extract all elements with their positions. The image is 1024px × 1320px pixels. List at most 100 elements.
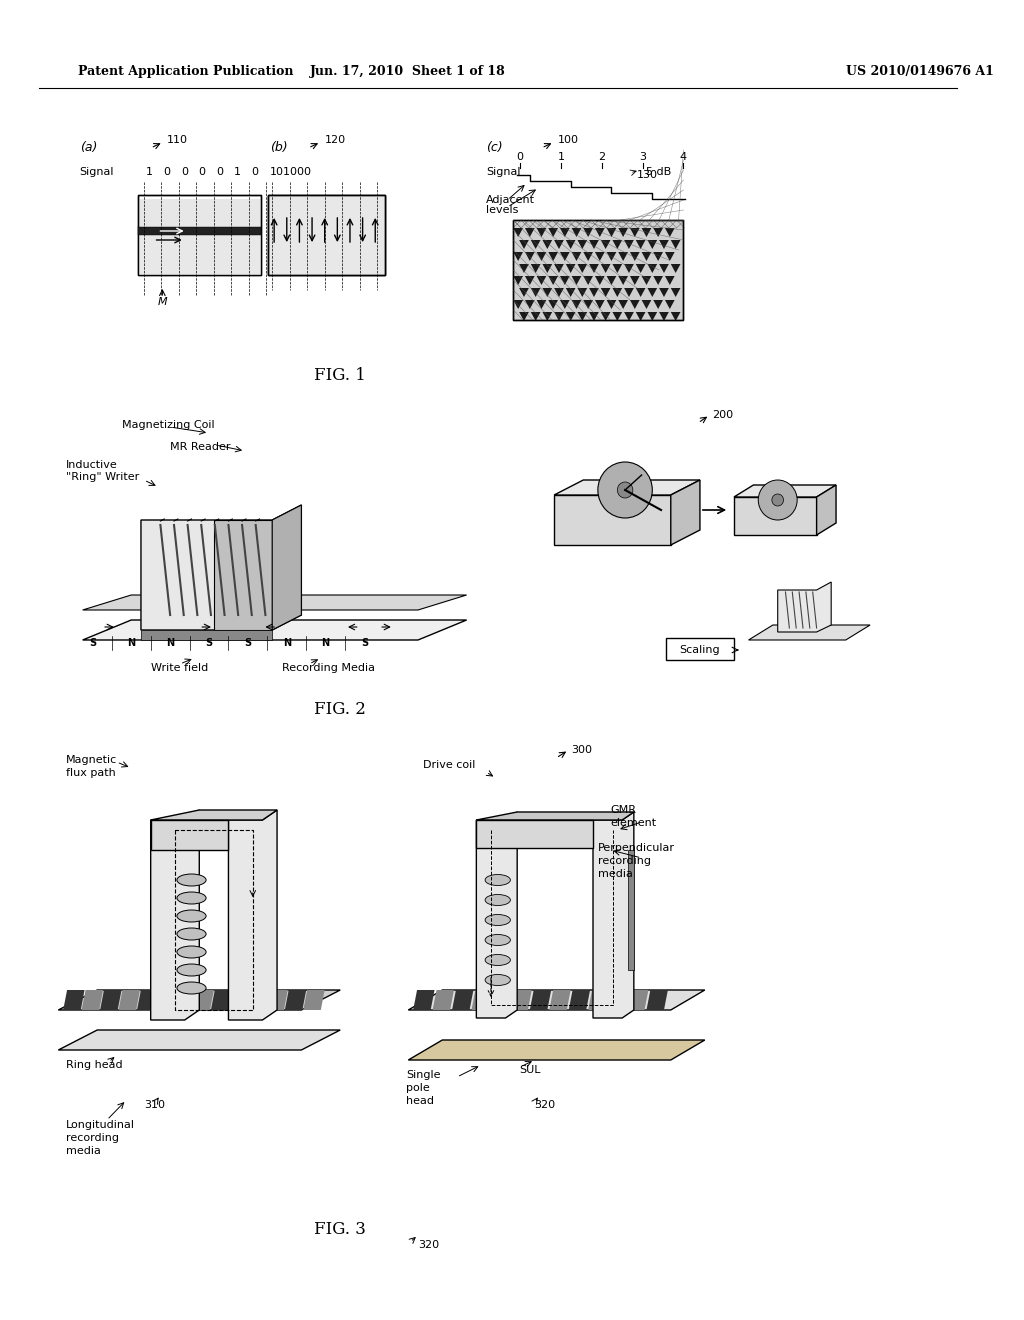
Polygon shape bbox=[151, 810, 200, 1020]
Bar bbox=[268, 195, 385, 275]
Polygon shape bbox=[548, 228, 558, 238]
Polygon shape bbox=[476, 812, 634, 820]
Text: "Ring" Writer: "Ring" Writer bbox=[67, 473, 139, 482]
Polygon shape bbox=[612, 312, 623, 321]
Polygon shape bbox=[589, 288, 599, 297]
Polygon shape bbox=[595, 252, 605, 261]
Polygon shape bbox=[642, 252, 651, 261]
Text: 0: 0 bbox=[251, 168, 258, 177]
Polygon shape bbox=[630, 252, 640, 261]
Polygon shape bbox=[554, 288, 564, 297]
Bar bbox=[513, 220, 683, 319]
Polygon shape bbox=[578, 264, 587, 273]
Polygon shape bbox=[601, 288, 610, 297]
Polygon shape bbox=[671, 312, 681, 321]
Polygon shape bbox=[476, 820, 593, 847]
Polygon shape bbox=[601, 264, 610, 273]
Polygon shape bbox=[513, 276, 523, 285]
Polygon shape bbox=[642, 228, 651, 238]
Polygon shape bbox=[513, 228, 523, 238]
Bar bbox=[513, 220, 683, 319]
Text: 0: 0 bbox=[164, 168, 171, 177]
Polygon shape bbox=[816, 484, 836, 535]
Text: Adjacent: Adjacent bbox=[486, 195, 536, 205]
Polygon shape bbox=[653, 300, 663, 309]
Polygon shape bbox=[636, 312, 645, 321]
Text: pole: pole bbox=[407, 1082, 430, 1093]
Text: N: N bbox=[283, 638, 291, 648]
Polygon shape bbox=[734, 484, 836, 498]
Polygon shape bbox=[303, 990, 325, 1010]
Polygon shape bbox=[452, 990, 473, 1010]
Ellipse shape bbox=[177, 946, 206, 958]
Polygon shape bbox=[636, 288, 645, 297]
Polygon shape bbox=[548, 276, 558, 285]
Text: FIG. 2: FIG. 2 bbox=[314, 701, 367, 718]
Text: head: head bbox=[407, 1096, 434, 1106]
Polygon shape bbox=[100, 990, 122, 1010]
Text: 2: 2 bbox=[598, 152, 605, 162]
Circle shape bbox=[598, 462, 652, 517]
Polygon shape bbox=[141, 506, 301, 630]
Polygon shape bbox=[571, 300, 582, 309]
Text: N: N bbox=[166, 638, 174, 648]
Polygon shape bbox=[530, 312, 541, 321]
Text: S: S bbox=[89, 638, 96, 648]
Text: 0: 0 bbox=[516, 152, 523, 162]
Polygon shape bbox=[525, 300, 535, 309]
Polygon shape bbox=[578, 240, 587, 249]
Polygon shape bbox=[618, 276, 628, 285]
Polygon shape bbox=[612, 240, 623, 249]
Text: 3: 3 bbox=[639, 152, 646, 162]
Bar bbox=[138, 195, 260, 275]
Polygon shape bbox=[566, 240, 575, 249]
Text: 4: 4 bbox=[680, 152, 687, 162]
Text: Ring head: Ring head bbox=[67, 1060, 123, 1071]
Polygon shape bbox=[647, 312, 657, 321]
Text: Drive coil: Drive coil bbox=[423, 760, 475, 770]
Text: 300: 300 bbox=[571, 744, 593, 755]
Polygon shape bbox=[595, 228, 605, 238]
Polygon shape bbox=[432, 990, 454, 1010]
Polygon shape bbox=[647, 240, 657, 249]
Polygon shape bbox=[543, 312, 552, 321]
Polygon shape bbox=[519, 312, 528, 321]
Polygon shape bbox=[554, 480, 700, 495]
Ellipse shape bbox=[177, 909, 206, 921]
Polygon shape bbox=[630, 228, 640, 238]
Polygon shape bbox=[618, 228, 628, 238]
Polygon shape bbox=[593, 812, 634, 1018]
Polygon shape bbox=[543, 288, 552, 297]
Polygon shape bbox=[543, 240, 552, 249]
Polygon shape bbox=[584, 252, 593, 261]
Polygon shape bbox=[571, 228, 582, 238]
Text: S: S bbox=[361, 638, 368, 648]
Text: GMR: GMR bbox=[610, 805, 637, 814]
Polygon shape bbox=[543, 264, 552, 273]
Polygon shape bbox=[584, 276, 593, 285]
Polygon shape bbox=[665, 276, 675, 285]
Polygon shape bbox=[578, 288, 587, 297]
Polygon shape bbox=[777, 582, 831, 632]
Polygon shape bbox=[83, 595, 467, 610]
Polygon shape bbox=[618, 300, 628, 309]
Bar bbox=[554, 495, 671, 545]
Polygon shape bbox=[659, 264, 669, 273]
Polygon shape bbox=[606, 252, 616, 261]
Polygon shape bbox=[642, 276, 651, 285]
Text: S: S bbox=[206, 638, 213, 648]
Polygon shape bbox=[554, 312, 564, 321]
Polygon shape bbox=[193, 990, 214, 1010]
Text: Inductive: Inductive bbox=[67, 459, 118, 470]
Polygon shape bbox=[560, 252, 569, 261]
Polygon shape bbox=[578, 312, 587, 321]
Polygon shape bbox=[606, 300, 616, 309]
Ellipse shape bbox=[177, 874, 206, 886]
Text: 200: 200 bbox=[713, 411, 734, 420]
Text: Jun. 17, 2010  Sheet 1 of 18: Jun. 17, 2010 Sheet 1 of 18 bbox=[310, 66, 506, 78]
Bar bbox=[138, 195, 260, 275]
Text: flux path: flux path bbox=[67, 768, 116, 777]
Polygon shape bbox=[560, 228, 569, 238]
Polygon shape bbox=[601, 240, 610, 249]
Polygon shape bbox=[647, 264, 657, 273]
